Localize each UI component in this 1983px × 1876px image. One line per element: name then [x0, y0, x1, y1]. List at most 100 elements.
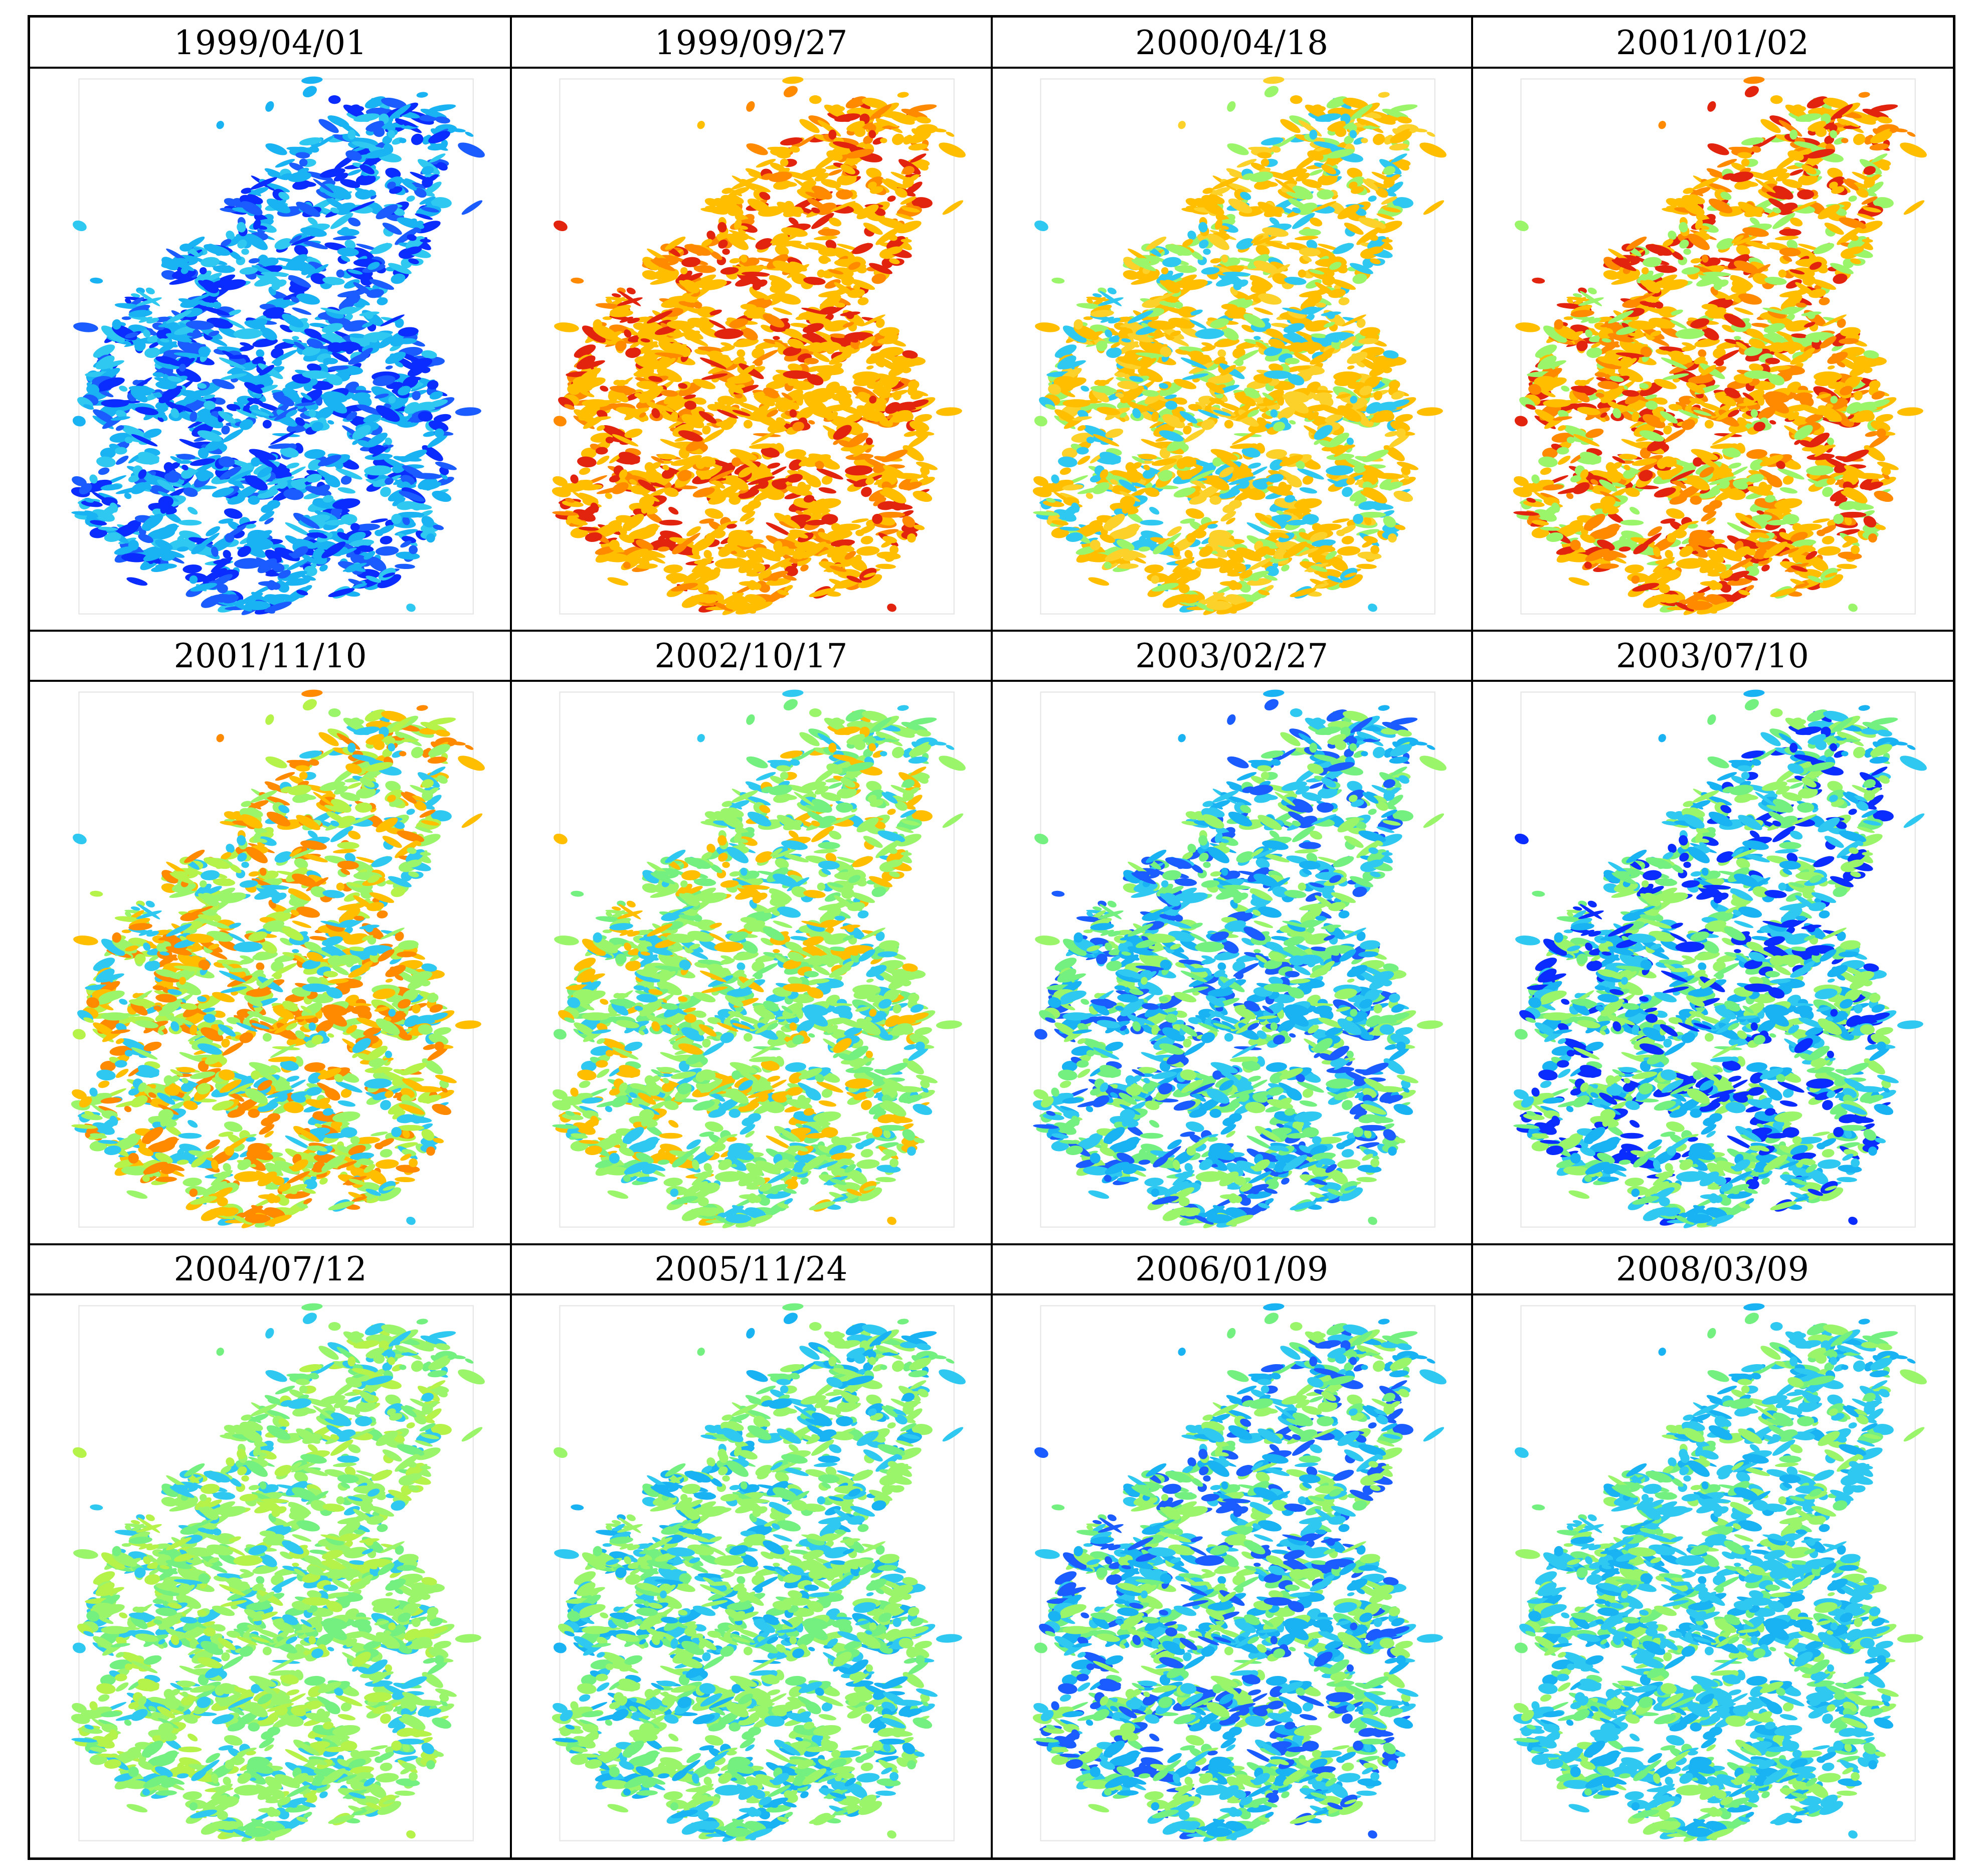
terrain-patch: [613, 380, 621, 386]
terrain-patch: [768, 466, 787, 477]
terrain-patch: [1164, 306, 1191, 316]
terrain-patch: [720, 419, 734, 430]
terrain-patch: [900, 196, 917, 205]
terrain-patch: [623, 329, 631, 338]
terrain-patch: [292, 336, 299, 340]
terrain-patch: [879, 138, 887, 143]
terrain-patch: [221, 239, 232, 247]
terrain-patch: [90, 277, 103, 284]
terrain-patch: [696, 594, 708, 603]
terrain-patch: [304, 566, 317, 577]
terrain-patch: [84, 497, 94, 503]
terrain-patch: [302, 86, 317, 98]
terrain-patch: [1264, 86, 1279, 98]
terrain-patch: [437, 162, 448, 171]
terrain-patch: [296, 202, 320, 217]
terrain-patch: [670, 575, 678, 584]
terrain-patch: [706, 231, 715, 240]
terrain-patch: [780, 158, 789, 167]
terrain-patch: [251, 190, 262, 197]
terrain-patch: [428, 420, 449, 432]
terrain-patch: [166, 468, 187, 481]
terrain-patch: [741, 327, 758, 340]
terrain-patch: [1295, 461, 1305, 469]
terrain-patch: [1366, 246, 1383, 255]
terrain-patch: [349, 539, 375, 547]
terrain-patch: [877, 217, 905, 229]
terrain-patch: [359, 164, 375, 174]
terrain-patch: [662, 465, 669, 471]
terrain-patch: [1117, 381, 1139, 390]
terrain-patch: [1256, 152, 1272, 159]
terrain-patch: [1320, 311, 1341, 316]
terrain-patch: [578, 526, 599, 531]
terrain-patch: [1059, 526, 1079, 531]
terrain-patch: [1151, 411, 1159, 422]
terrain-patch: [1379, 411, 1394, 422]
terrain-patch: [1127, 310, 1153, 324]
terrain-patch: [1426, 131, 1435, 137]
terrain-patch: [683, 394, 696, 400]
terrain-patch: [465, 131, 474, 137]
terrain-patch: [1269, 332, 1295, 345]
terrain-patch: [882, 465, 907, 478]
terrain-patch: [1313, 583, 1329, 589]
terrain-patch: [203, 306, 230, 316]
terrain-patch: [1252, 235, 1279, 246]
terrain-patch: [371, 518, 388, 523]
terrain-patch: [1209, 530, 1223, 542]
terrain-patch: [1248, 466, 1268, 477]
terrain-patch: [427, 143, 447, 151]
terrain-patch: [257, 467, 272, 478]
terrain-patch: [1177, 121, 1186, 129]
terrain-patch: [1293, 352, 1311, 362]
terrain-patch: [1209, 187, 1230, 196]
terrain-patch: [224, 508, 243, 519]
terrain-patch: [752, 562, 766, 573]
terrain-patch: [1309, 217, 1322, 227]
terrain-patch: [1073, 319, 1083, 330]
terrain-patch: [90, 520, 107, 526]
terrain-patch: [1158, 470, 1172, 482]
terrain-patch: [303, 585, 312, 591]
terrain-patch: [260, 408, 274, 417]
terrain-patch: [1054, 344, 1076, 358]
terrain-patch: [619, 469, 628, 479]
terrain-patch: [1284, 495, 1295, 503]
terrain-patch: [1051, 520, 1068, 526]
terrain-patch: [1347, 365, 1354, 369]
terrain-patch: [853, 375, 876, 387]
terrain-patch: [344, 240, 356, 250]
terrain-patch: [759, 192, 770, 201]
terrain-patch: [98, 526, 118, 531]
terrain-patch: [1416, 407, 1443, 416]
terrain-patch: [308, 459, 322, 471]
terrain-patch: [246, 375, 272, 384]
terrain-patch: [1217, 349, 1226, 357]
terrain-patch: [349, 201, 375, 212]
terrain-patch: [907, 533, 916, 543]
terrain-patch: [332, 352, 349, 362]
terrain-patch: [218, 518, 234, 524]
terrain-patch: [138, 533, 153, 543]
terrain-patch: [1071, 502, 1079, 513]
terrain-patch: [907, 484, 915, 491]
terrain-patch: [237, 485, 259, 499]
terrain-patch: [762, 313, 785, 328]
terrain-patch: [1226, 549, 1243, 563]
terrain-patch: [1090, 475, 1101, 483]
terrain-patches: [1032, 76, 1447, 615]
terrain-patch: [306, 474, 322, 483]
terrain-patch: [812, 352, 830, 362]
terrain-patch: [622, 513, 644, 530]
terrain-patch: [1220, 364, 1236, 376]
classified-map-image: [30, 68, 511, 631]
terrain-patch: [605, 492, 612, 499]
terrain-patch: [1370, 545, 1379, 554]
terrain-patch: [781, 392, 793, 401]
terrain-patch: [109, 502, 118, 513]
terrain-patch: [833, 440, 840, 445]
terrain-patch: [265, 573, 281, 577]
terrain-patch: [825, 240, 837, 250]
terrain-patch: [1339, 336, 1356, 348]
